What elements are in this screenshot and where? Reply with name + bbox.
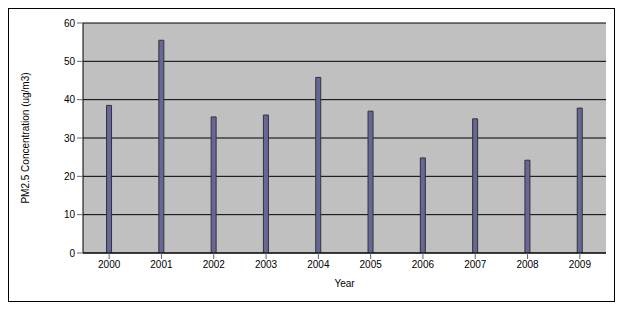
- svg-text:40: 40: [64, 94, 76, 105]
- svg-text:0: 0: [69, 248, 75, 259]
- svg-text:60: 60: [64, 18, 76, 29]
- svg-text:2003: 2003: [255, 259, 278, 270]
- svg-text:Year: Year: [334, 278, 355, 289]
- svg-text:2006: 2006: [412, 259, 435, 270]
- svg-text:2007: 2007: [464, 259, 487, 270]
- svg-text:2000: 2000: [98, 259, 121, 270]
- svg-text:20: 20: [64, 171, 76, 182]
- svg-text:2004: 2004: [307, 259, 330, 270]
- svg-text:2009: 2009: [569, 259, 592, 270]
- svg-text:10: 10: [64, 209, 76, 220]
- svg-text:30: 30: [64, 133, 76, 144]
- svg-text:2008: 2008: [516, 259, 539, 270]
- svg-text:50: 50: [64, 56, 76, 67]
- svg-text:2005: 2005: [360, 259, 383, 270]
- svg-text:2002: 2002: [203, 259, 226, 270]
- html-text:PM2.5 Concentration (ug/m3): PM2.5 Concentration (ug/m3): [19, 72, 31, 204]
- svg-text:2001: 2001: [150, 259, 173, 270]
